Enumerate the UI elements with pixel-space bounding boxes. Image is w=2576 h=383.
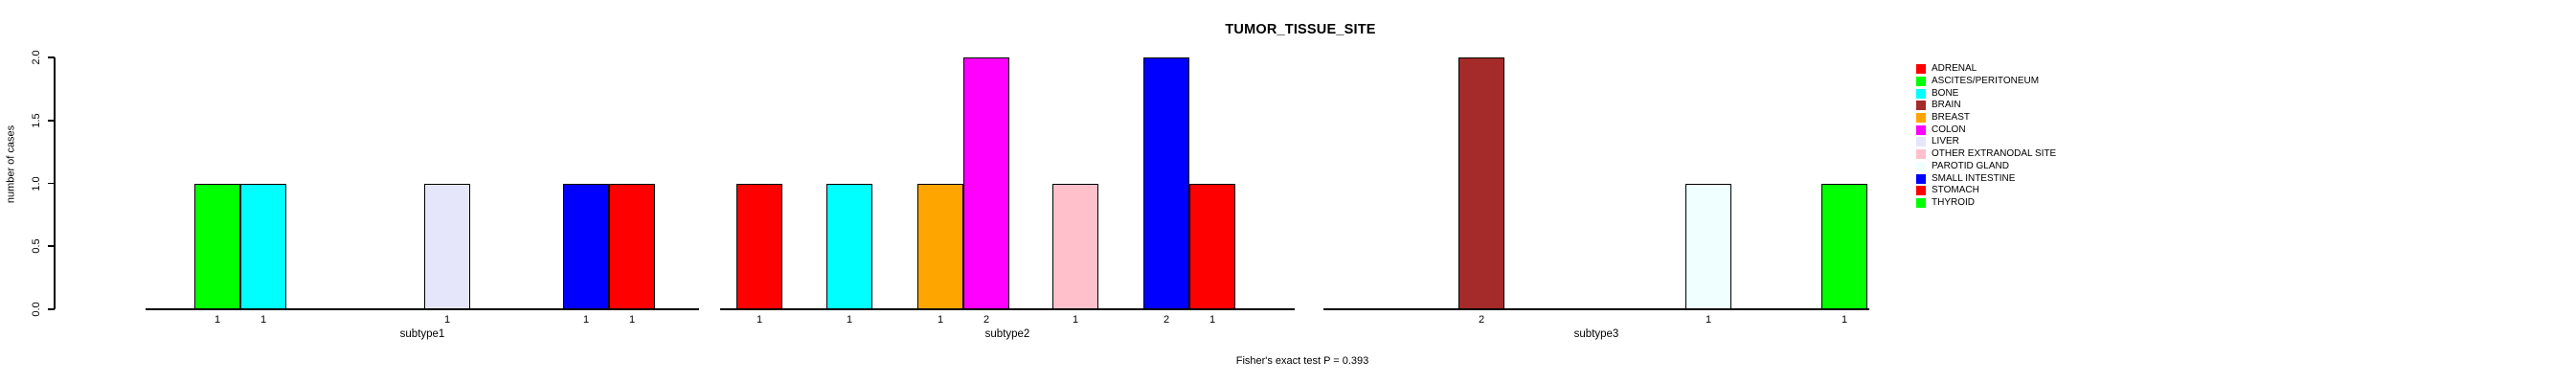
legend-swatch-ascites-peritoneum [1916, 77, 1926, 87]
panel-label-subtype1: subtype1 [399, 328, 445, 340]
y-tick-label: 2.0 [31, 50, 42, 65]
legend-label: BREAST [1932, 112, 1971, 124]
legend-swatch-colon [1916, 124, 1926, 135]
legend-swatch-small-intestine [1916, 173, 1926, 184]
legend-label: COLON [1932, 124, 1966, 135]
legend-swatch-adrenal [1916, 64, 1926, 75]
legend-item-adrenal: ADRENAL [1916, 63, 2056, 76]
bar-value-label: 1 [582, 314, 590, 326]
y-tick-mark [48, 245, 55, 248]
legend-label: ADRENAL [1932, 63, 1977, 75]
y-tick-label: 1.5 [31, 113, 42, 128]
bar-subtype2-adrenal [736, 183, 782, 309]
legend-swatch-thyroid [1916, 197, 1926, 208]
legend-item-ascites-peritoneum: ASCITES/PERITONEUM [1916, 76, 2056, 88]
bar-subtype1-bone [240, 183, 286, 309]
chart-title: TUMOR_TISSUE_SITE [1225, 22, 1376, 37]
legend-label: OTHER EXTRANODAL SITE [1932, 148, 2057, 160]
bar-value-label: 1 [1841, 314, 1848, 326]
legend-swatch-other-extranodal-site [1916, 149, 1926, 160]
bar-value-label: 1 [443, 314, 451, 326]
legend-label: THYROID [1932, 196, 1975, 208]
bar-subtype1-liver [424, 183, 470, 309]
bar-value-label: 1 [1705, 314, 1712, 326]
y-tick-mark [48, 308, 55, 310]
legend-item-other-extranodal-site: OTHER EXTRANODAL SITE [1916, 148, 2056, 161]
legend: ADRENAL ASCITES/PERITONEUM BONE BRAIN BREAST… [1916, 63, 2056, 209]
bar-value-label: 1 [1072, 314, 1079, 326]
bar-value-label: 1 [628, 314, 636, 326]
legend-label: STOMACH [1932, 185, 1979, 196]
bar-subtype1-ascites-peritoneum [194, 183, 240, 309]
bar-value-label: 1 [756, 314, 763, 326]
bar-subtype1-stomach [609, 183, 655, 309]
legend-item-parotid-gland: PAROTID GLAND [1916, 161, 2056, 173]
bar-value-label: 1 [937, 314, 944, 326]
y-tick-mark [48, 182, 55, 185]
legend-swatch-parotid-gland [1916, 161, 1926, 171]
legend-item-brain: BRAIN [1916, 100, 2056, 112]
y-tick-label: 0.0 [31, 302, 42, 317]
bar-subtype2-small-intestine [1143, 57, 1189, 309]
legend-label: PAROTID GLAND [1932, 160, 2009, 171]
bar-subtype3-parotid-gland [1685, 183, 1731, 309]
y-tick-mark [48, 56, 55, 58]
legend-item-small-intestine: SMALL INTESTINE [1916, 172, 2056, 185]
x-axis-line-subtype3 [1323, 308, 1869, 310]
y-tick-mark [48, 119, 55, 122]
legend-item-stomach: STOMACH [1916, 185, 2056, 197]
y-axis-title: number of cases [5, 124, 17, 204]
bar-subtype3-brain [1458, 57, 1504, 309]
fisher-test-footnote: Fisher's exact test P = 0.393 [1235, 355, 1369, 367]
y-tick-label: 0.5 [31, 238, 42, 254]
legend-item-colon: COLON [1916, 124, 2056, 136]
legend-item-liver: LIVER [1916, 136, 2056, 148]
legend-swatch-bone [1916, 88, 1926, 99]
bar-value-label: 1 [1209, 314, 1216, 326]
panel-label-subtype3: subtype3 [1573, 328, 1619, 340]
legend-item-thyroid: THYROID [1916, 197, 2056, 210]
bar-subtype2-other-extranodal-site [1052, 183, 1098, 309]
bar-subtype2-colon [963, 57, 1009, 309]
legend-label: ASCITES/PERITONEUM [1932, 76, 2040, 87]
x-axis-line-subtype1 [146, 308, 699, 310]
bar-subtype2-breast [917, 183, 963, 309]
legend-label: BRAIN [1932, 100, 1961, 111]
bar-value-label: 1 [214, 314, 221, 326]
bar-value-label: 1 [260, 314, 267, 326]
legend-swatch-liver [1916, 137, 1926, 147]
legend-swatch-brain [1916, 101, 1926, 111]
y-tick-label: 1.0 [31, 175, 42, 192]
legend-item-bone: BONE [1916, 87, 2056, 100]
bar-value-label: 2 [983, 314, 990, 326]
legend-item-breast: BREAST [1916, 112, 2056, 124]
legend-label: BONE [1932, 87, 1959, 99]
legend-label: SMALL INTESTINE [1932, 172, 2016, 184]
bar-value-label: 2 [1163, 314, 1170, 326]
legend-swatch-breast [1916, 113, 1926, 124]
bar-value-label: 1 [846, 314, 853, 326]
bar-subtype1-small-intestine [563, 183, 609, 309]
legend-label: LIVER [1932, 136, 1959, 147]
bar-subtype2-bone [826, 183, 872, 309]
bar-subtype2-stomach [1189, 183, 1235, 309]
bar-subtype3-thyroid [1821, 183, 1867, 309]
panel-label-subtype2: subtype2 [984, 328, 1030, 340]
bar-value-label: 2 [1478, 314, 1485, 326]
legend-swatch-stomach [1916, 186, 1926, 196]
